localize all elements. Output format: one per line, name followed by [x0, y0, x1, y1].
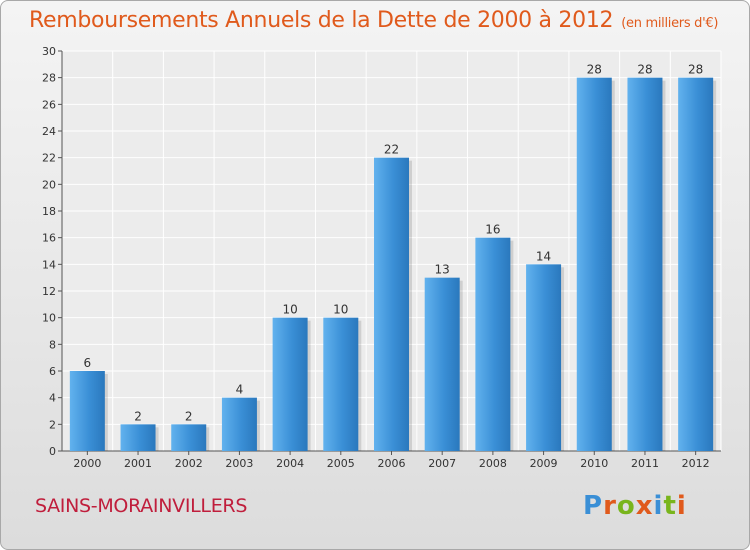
y-tick-label: 16: [42, 232, 56, 245]
logo-letter: x: [635, 491, 654, 521]
y-tick-label: 2: [49, 418, 56, 431]
chart-title-text: Remboursements Annuels de la Dette de 20…: [29, 8, 614, 33]
logo-letter: o: [616, 491, 636, 521]
logo-letter: r: [603, 491, 617, 521]
y-tick-label: 4: [49, 392, 56, 405]
chart-unit: (en milliers d'€): [621, 16, 719, 31]
y-tick-label: 30: [42, 45, 56, 58]
data-label: 4: [236, 383, 244, 397]
x-tick-label: 2006: [378, 457, 406, 470]
y-tick-label: 14: [42, 258, 56, 271]
y-tick-label: 8: [49, 338, 56, 351]
y-tick-label: 12: [42, 285, 56, 298]
bar-2005: [323, 317, 359, 451]
y-tick-label: 28: [42, 72, 56, 85]
x-tick-label: 2001: [124, 457, 152, 470]
data-label: 16: [485, 223, 500, 237]
y-tick-label: 26: [42, 98, 56, 111]
y-tick-label: 18: [42, 205, 56, 218]
x-tick-label: 2002: [175, 457, 203, 470]
bar-2001: [120, 424, 156, 451]
x-tick-label: 2003: [225, 457, 253, 470]
x-tick-label: 2010: [580, 457, 608, 470]
bar-2011: [627, 77, 663, 452]
bars: [69, 77, 717, 452]
data-label: 2: [134, 409, 142, 423]
logo-letter: P: [583, 491, 604, 521]
data-label: 13: [435, 263, 450, 277]
y-tick-label: 20: [42, 178, 56, 191]
data-label: 10: [282, 303, 297, 317]
bar-2004: [272, 317, 308, 451]
data-label: 28: [637, 63, 652, 77]
data-label: 14: [536, 249, 551, 263]
y-tick-label: 24: [42, 125, 56, 138]
chart-title: Remboursements Annuels de la Dette de 20…: [29, 8, 718, 33]
data-label: 28: [688, 63, 703, 77]
logo-letter: i: [653, 491, 664, 521]
data-label: 2: [185, 409, 193, 423]
bar-2006: [374, 157, 409, 451]
x-tick-label: 2009: [530, 457, 558, 470]
x-tick-label: 2008: [479, 457, 507, 470]
y-tick-label: 0: [49, 445, 56, 458]
bar-2007: [424, 277, 460, 451]
data-label: 22: [384, 143, 399, 157]
data-label: 28: [587, 63, 602, 77]
proxiti-logo[interactable]: Proxiti: [583, 491, 687, 521]
y-tick-label: 22: [42, 152, 56, 165]
data-label: 10: [333, 303, 348, 317]
x-tick-label: 2005: [327, 457, 355, 470]
bar-2003: [221, 397, 257, 451]
y-tick-label: 6: [49, 365, 56, 378]
bar-2002: [171, 424, 207, 451]
x-tick-label: 2012: [682, 457, 710, 470]
logo-letter: i: [676, 491, 687, 521]
x-tick-label: 2011: [631, 457, 659, 470]
bar-2009: [526, 264, 562, 451]
x-tick-label: 2000: [73, 457, 101, 470]
x-tick-label: 2004: [276, 457, 304, 470]
commune-name: SAINS-MORAINVILLERS: [35, 495, 248, 517]
bar-2008: [475, 237, 511, 451]
bar-2012: [678, 77, 714, 452]
bar-2000: [69, 371, 105, 451]
data-label: 6: [84, 356, 92, 370]
logo-letter: t: [663, 491, 677, 521]
x-tick-label: 2007: [428, 457, 456, 470]
bar-2010: [576, 77, 612, 452]
y-tick-label: 10: [42, 312, 56, 325]
